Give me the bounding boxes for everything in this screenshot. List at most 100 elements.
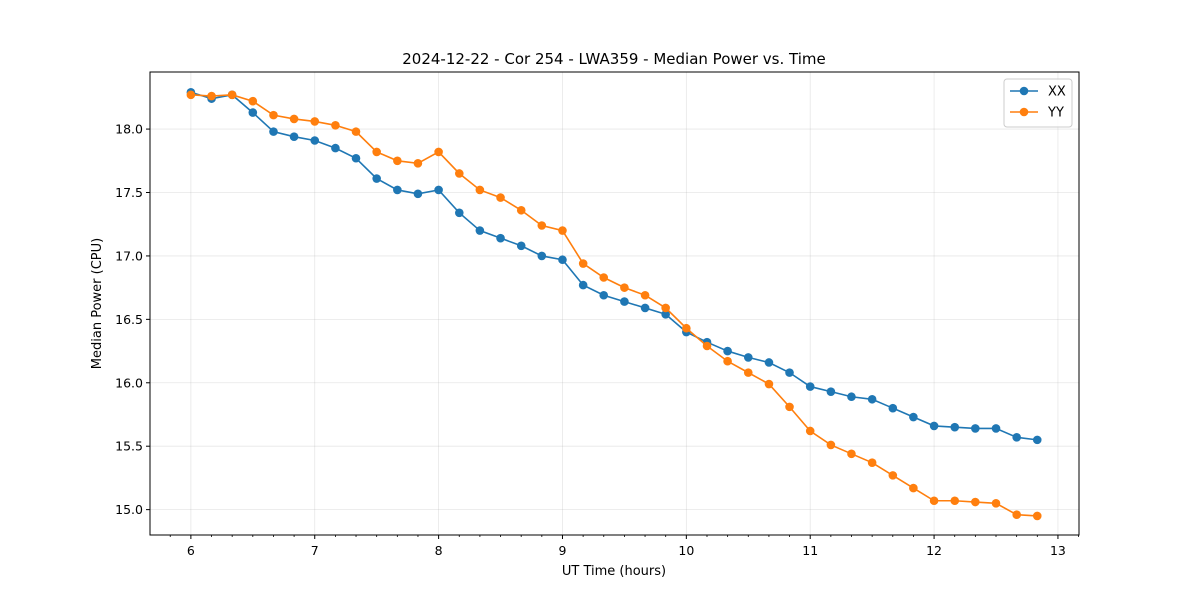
- x-tick-label: 8: [435, 543, 443, 558]
- data-point-yy: [516, 205, 526, 215]
- data-point-xx: [331, 143, 340, 153]
- data-point-xx: [393, 185, 402, 195]
- data-point-yy: [620, 283, 629, 292]
- data-point-yy: [496, 193, 505, 202]
- x-tick-label: 9: [558, 543, 566, 558]
- legend-marker-xx: [1019, 86, 1029, 96]
- data-point-yy: [413, 159, 423, 168]
- data-point-xx: [310, 136, 320, 145]
- data-point-yy: [227, 90, 237, 100]
- data-point-xx: [1032, 435, 1042, 445]
- data-point-xx: [475, 226, 485, 235]
- data-point-yy: [475, 185, 485, 195]
- data-point-yy: [331, 120, 340, 130]
- data-point-xx: [743, 353, 753, 362]
- axis-ticks: 6 7 8 9 10 11 12 13 15.0 15.5 16.0 16.5 17.0 17.5 18.0: [115, 122, 1079, 558]
- data-point-yy: [372, 147, 381, 157]
- data-point-xx: [248, 108, 258, 117]
- data-point-xx: [372, 174, 381, 183]
- data-point-yy: [269, 110, 278, 120]
- data-point-xx: [269, 127, 278, 136]
- x-tick-label: 6: [187, 543, 195, 558]
- data-point-yy: [764, 379, 774, 389]
- data-point-xx: [785, 368, 794, 377]
- data-point-xx: [847, 392, 856, 402]
- data-point-xx: [434, 185, 443, 195]
- data-point-yy: [888, 471, 898, 480]
- data-point-yy: [599, 273, 609, 282]
- data-point-yy: [537, 221, 547, 230]
- data-point-xx: [888, 403, 898, 413]
- x-tick-label: 7: [311, 543, 319, 558]
- data-point-xx: [620, 297, 629, 306]
- x-axis-label: UT Time (hours): [562, 564, 666, 579]
- y-tick-label: 18.0: [115, 122, 143, 137]
- legend-label-xx: XX: [1048, 85, 1066, 100]
- data-point-yy: [867, 458, 877, 467]
- data-point-xx: [723, 346, 732, 356]
- x-tick-label: 12: [926, 543, 942, 558]
- data-point-xx: [909, 412, 918, 422]
- data-point-yy: [310, 117, 320, 126]
- data-point-yy: [950, 496, 960, 506]
- data-point-yy: [578, 259, 588, 268]
- data-point-yy: [702, 341, 712, 351]
- data-point-xx: [805, 382, 815, 391]
- data-point-yy: [434, 147, 443, 157]
- y-tick-label: 17.5: [115, 185, 143, 200]
- data-point-yy: [289, 114, 299, 124]
- data-point-xx: [661, 309, 670, 319]
- data-point-yy: [1032, 511, 1042, 521]
- legend-label-yy: YY: [1047, 106, 1064, 121]
- y-axis-label: Median Power (CPU): [90, 238, 105, 369]
- data-point-yy: [207, 91, 216, 101]
- data-point-xx: [1012, 433, 1021, 442]
- x-tick-label: 10: [678, 543, 694, 558]
- series-layer: [186, 87, 1042, 521]
- data-point-yy: [393, 156, 402, 166]
- data-point-xx: [351, 153, 361, 163]
- data-point-yy: [847, 449, 856, 459]
- data-point-xx: [764, 358, 774, 367]
- data-point-yy: [909, 483, 918, 493]
- series-yy: [186, 90, 1042, 521]
- data-point-yy: [785, 402, 794, 412]
- data-point-yy: [661, 303, 670, 313]
- y-tick-label: 16.0: [115, 375, 143, 390]
- data-point-xx: [413, 189, 423, 199]
- data-point-yy: [929, 496, 939, 506]
- x-tick-label: 11: [802, 543, 818, 558]
- data-point-xx: [826, 387, 836, 396]
- data-point-yy: [743, 368, 753, 377]
- data-point-xx: [640, 303, 650, 313]
- y-tick-label: 16.5: [115, 312, 143, 327]
- data-point-yy: [723, 356, 732, 366]
- data-point-xx: [496, 233, 505, 243]
- data-point-yy: [1012, 510, 1021, 520]
- data-point-xx: [950, 422, 960, 432]
- legend-marker-yy: [1019, 107, 1029, 117]
- data-point-xx: [454, 208, 464, 218]
- data-point-yy: [248, 96, 258, 106]
- y-tick-label: 17.0: [115, 248, 143, 263]
- data-point-yy: [805, 426, 815, 436]
- data-point-yy: [682, 323, 691, 333]
- data-point-xx: [599, 290, 609, 300]
- data-point-xx: [867, 394, 877, 404]
- data-point-xx: [971, 424, 980, 433]
- data-point-yy: [826, 440, 836, 450]
- data-point-yy: [558, 226, 567, 235]
- data-point-xx: [537, 251, 547, 261]
- data-point-yy: [991, 498, 1001, 508]
- chart-title: 2024-12-22 - Cor 254 - LWA359 - Median P…: [402, 50, 826, 68]
- data-point-yy: [454, 169, 464, 178]
- data-point-xx: [289, 132, 299, 141]
- data-point-xx: [558, 255, 567, 265]
- data-point-xx: [516, 241, 526, 251]
- data-point-xx: [991, 424, 1001, 433]
- plot-area-frame: [149, 71, 1080, 536]
- data-point-yy: [971, 497, 980, 507]
